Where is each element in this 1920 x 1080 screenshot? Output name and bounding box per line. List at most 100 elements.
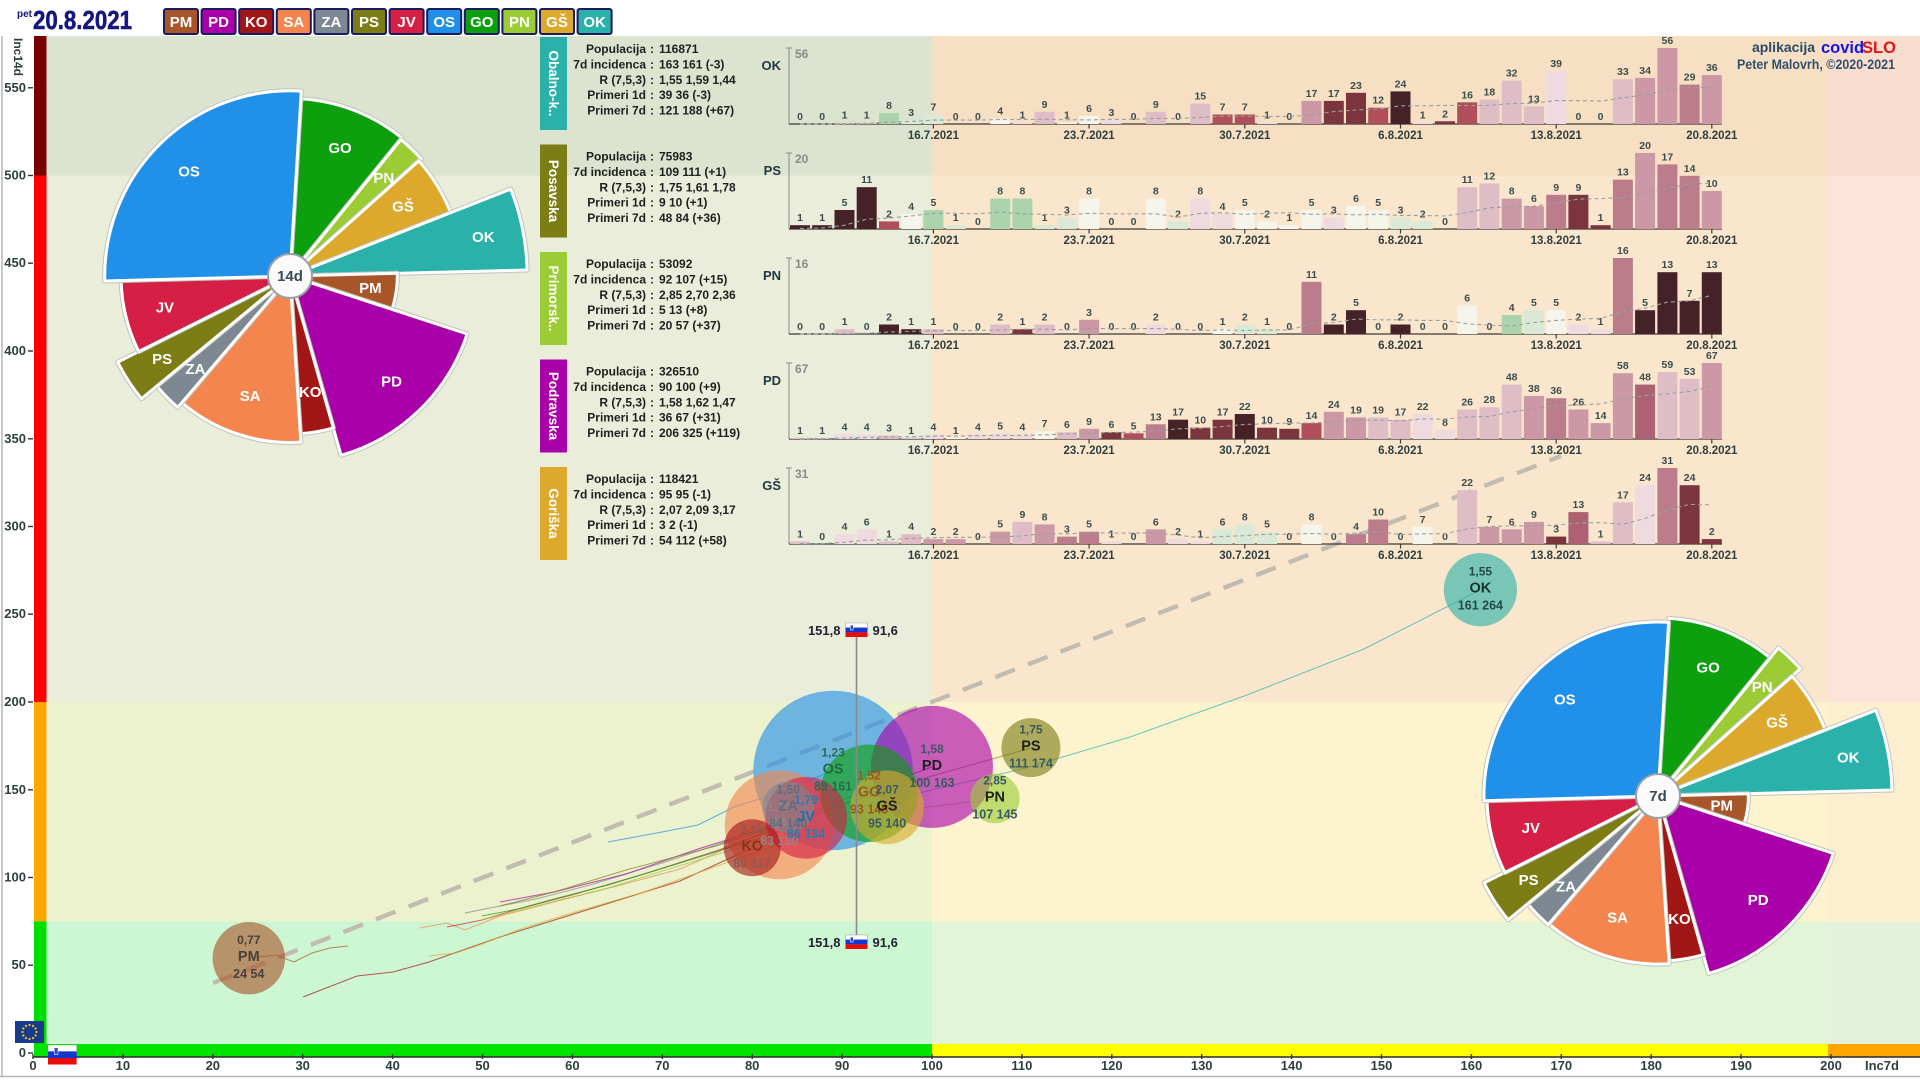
svg-text:26: 26 (1461, 397, 1473, 409)
svg-text:1,70: 1,70 (768, 800, 792, 814)
svg-text:PS: PS (764, 163, 782, 178)
svg-text::: : (650, 88, 654, 102)
svg-text::: : (650, 319, 654, 333)
svg-text::: : (650, 57, 654, 71)
svg-text:5: 5 (1642, 297, 1648, 309)
svg-text:91,6: 91,6 (873, 935, 898, 950)
svg-text:4: 4 (1509, 302, 1515, 314)
svg-text:SA: SA (769, 816, 790, 832)
svg-text:1: 1 (908, 316, 914, 328)
svg-text:91,6: 91,6 (873, 623, 898, 638)
svg-text:59: 59 (1662, 359, 1674, 371)
svg-text:PD: PD (763, 373, 781, 388)
svg-text:6.8.2021: 6.8.2021 (1378, 235, 1423, 247)
svg-text:1: 1 (953, 425, 959, 437)
svg-text:17: 17 (1172, 407, 1184, 419)
svg-text:31: 31 (795, 467, 809, 481)
svg-text:17: 17 (1328, 88, 1340, 100)
svg-text:Populacija: Populacija (586, 257, 646, 271)
svg-text:16: 16 (1461, 89, 1473, 101)
svg-text:4: 4 (930, 422, 936, 434)
svg-text:0: 0 (819, 531, 825, 543)
svg-text:450: 450 (4, 255, 26, 270)
svg-text:0: 0 (1331, 531, 1337, 543)
svg-text:0: 0 (797, 111, 803, 123)
svg-text:4: 4 (842, 521, 848, 533)
svg-text:2: 2 (930, 526, 936, 538)
svg-text:12: 12 (1372, 95, 1384, 107)
svg-text:11: 11 (1462, 174, 1473, 186)
svg-text:Primeri 7d: Primeri 7d (587, 426, 646, 440)
svg-text::: : (650, 196, 654, 210)
svg-text:2,85 2,70 2,36: 2,85 2,70 2,36 (659, 288, 736, 302)
svg-text:36: 36 (1706, 62, 1718, 74)
svg-text:11: 11 (1306, 269, 1317, 281)
svg-text:0: 0 (1442, 321, 1448, 333)
svg-text:4: 4 (1220, 201, 1226, 213)
svg-text:GO: GO (1696, 660, 1720, 677)
svg-text:3: 3 (1331, 205, 1337, 217)
svg-text:2: 2 (1709, 526, 1715, 538)
svg-text:6: 6 (1086, 103, 1092, 115)
svg-text:13: 13 (1662, 259, 1674, 271)
svg-text:1: 1 (953, 212, 959, 224)
svg-text:PM: PM (238, 949, 260, 965)
svg-text:7: 7 (1687, 288, 1693, 300)
svg-text:14d: 14d (277, 268, 303, 285)
svg-text:20.8.2021: 20.8.2021 (1686, 550, 1738, 562)
svg-text:7d incidenca: 7d incidenca (573, 165, 646, 179)
svg-text:350: 350 (4, 431, 26, 446)
svg-text::: : (650, 534, 654, 548)
svg-text:2: 2 (886, 208, 892, 220)
svg-text:Primeri 7d: Primeri 7d (587, 211, 646, 225)
svg-text:1: 1 (1598, 529, 1604, 541)
svg-text:400: 400 (4, 343, 26, 358)
svg-text:17: 17 (1395, 407, 1407, 419)
svg-text:1: 1 (797, 425, 803, 437)
svg-text:2: 2 (1242, 312, 1248, 324)
svg-text::: : (650, 211, 654, 225)
svg-text:OK: OK (583, 14, 606, 31)
svg-text:JV: JV (1522, 820, 1540, 837)
svg-text::: : (650, 73, 654, 87)
svg-text:2: 2 (997, 312, 1003, 324)
svg-text:86 134: 86 134 (787, 827, 825, 841)
svg-text:22: 22 (1417, 401, 1429, 413)
svg-text:0: 0 (1375, 321, 1381, 333)
svg-text:20.8.2021: 20.8.2021 (1686, 130, 1738, 142)
svg-text:500: 500 (4, 168, 26, 183)
svg-text:Primeri 1d: Primeri 1d (587, 196, 646, 210)
svg-text:1: 1 (1264, 316, 1270, 328)
svg-text:0: 0 (975, 321, 981, 333)
svg-text:1: 1 (842, 110, 848, 122)
svg-text:Primeri 1d: Primeri 1d (587, 88, 646, 102)
svg-text::: : (650, 472, 654, 486)
svg-text:1: 1 (1019, 110, 1025, 122)
svg-text:1: 1 (886, 529, 892, 541)
svg-text:0: 0 (1131, 531, 1137, 543)
svg-text:4: 4 (864, 422, 870, 434)
svg-text:6: 6 (1220, 516, 1226, 528)
svg-text:6.8.2021: 6.8.2021 (1378, 340, 1423, 352)
svg-text:0: 0 (1286, 321, 1292, 333)
svg-text:23.7.2021: 23.7.2021 (1064, 235, 1116, 247)
svg-text:20: 20 (1639, 140, 1651, 152)
svg-text:200: 200 (1820, 1058, 1842, 1073)
svg-text:90 100 (+9): 90 100 (+9) (659, 380, 721, 394)
svg-text:OK: OK (472, 229, 495, 246)
svg-text:10: 10 (1194, 415, 1206, 427)
svg-text:60: 60 (565, 1058, 579, 1073)
svg-text:ZA: ZA (185, 361, 205, 378)
svg-text:PM: PM (170, 14, 193, 31)
svg-text::: : (650, 150, 654, 164)
svg-text:Primeri 7d: Primeri 7d (587, 534, 646, 548)
svg-text:3: 3 (1064, 205, 1070, 217)
svg-text:200: 200 (4, 694, 26, 709)
svg-text:109 111 (+1): 109 111 (+1) (659, 165, 726, 179)
svg-text:30.7.2021: 30.7.2021 (1219, 130, 1271, 142)
svg-text:ZA: ZA (321, 14, 341, 31)
svg-text:ZA: ZA (1556, 879, 1576, 896)
svg-text:Obalno-k..: Obalno-k.. (546, 50, 561, 116)
svg-text:150: 150 (4, 782, 26, 797)
svg-text:118421: 118421 (659, 472, 699, 486)
